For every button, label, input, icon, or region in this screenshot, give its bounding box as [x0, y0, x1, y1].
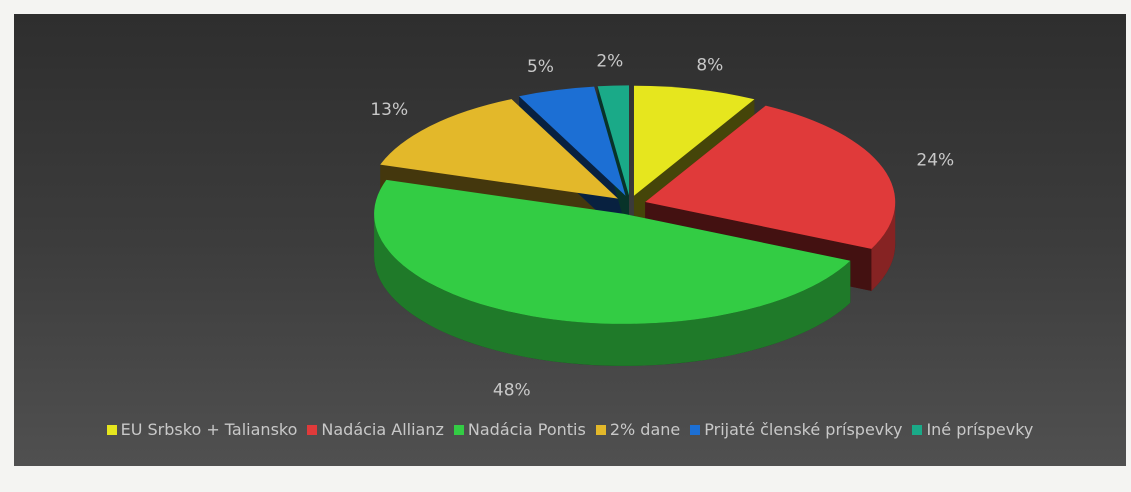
legend-swatch — [307, 424, 318, 435]
data-label: 48% — [493, 381, 531, 401]
slice-side — [871, 202, 896, 291]
legend: EU Srbsko + Taliansko Nadácia Allianz Nadá… — [14, 420, 1126, 439]
legend-swatch — [106, 424, 117, 435]
legend-swatch — [912, 424, 923, 435]
slice — [380, 99, 618, 199]
legend-label: Iné príspevky — [926, 420, 1034, 439]
slice — [633, 85, 755, 196]
legend-item: Prijaté členské príspevky — [690, 420, 902, 439]
pie-tops — [374, 85, 896, 324]
data-label: 8% — [696, 56, 723, 76]
slice — [374, 179, 851, 324]
legend-swatch — [453, 424, 464, 435]
slice — [645, 105, 896, 249]
legend-label: Nadácia Allianz — [321, 420, 444, 439]
slice-side — [374, 213, 851, 366]
slice — [597, 85, 629, 196]
data-label: 13% — [370, 100, 408, 120]
legend-label: EU Srbsko + Taliansko — [120, 420, 298, 439]
legend-swatch — [690, 424, 701, 435]
legend-item: 2% dane — [595, 420, 681, 439]
data-label: 2% — [596, 51, 623, 71]
legend-label: Prijaté členské príspevky — [704, 420, 903, 439]
legend-label: 2% dane — [609, 420, 681, 439]
data-label: 5% — [527, 57, 554, 77]
slice — [519, 86, 626, 196]
legend-swatch — [595, 424, 606, 435]
legend-item: Nadácia Pontis — [453, 420, 586, 439]
legend-label: Nadácia Pontis — [467, 420, 586, 439]
legend-item: Iné príspevky — [912, 420, 1033, 439]
legend-item: Nadácia Allianz — [307, 420, 444, 439]
data-label: 24% — [916, 151, 954, 171]
legend-item: EU Srbsko + Taliansko — [106, 420, 298, 439]
